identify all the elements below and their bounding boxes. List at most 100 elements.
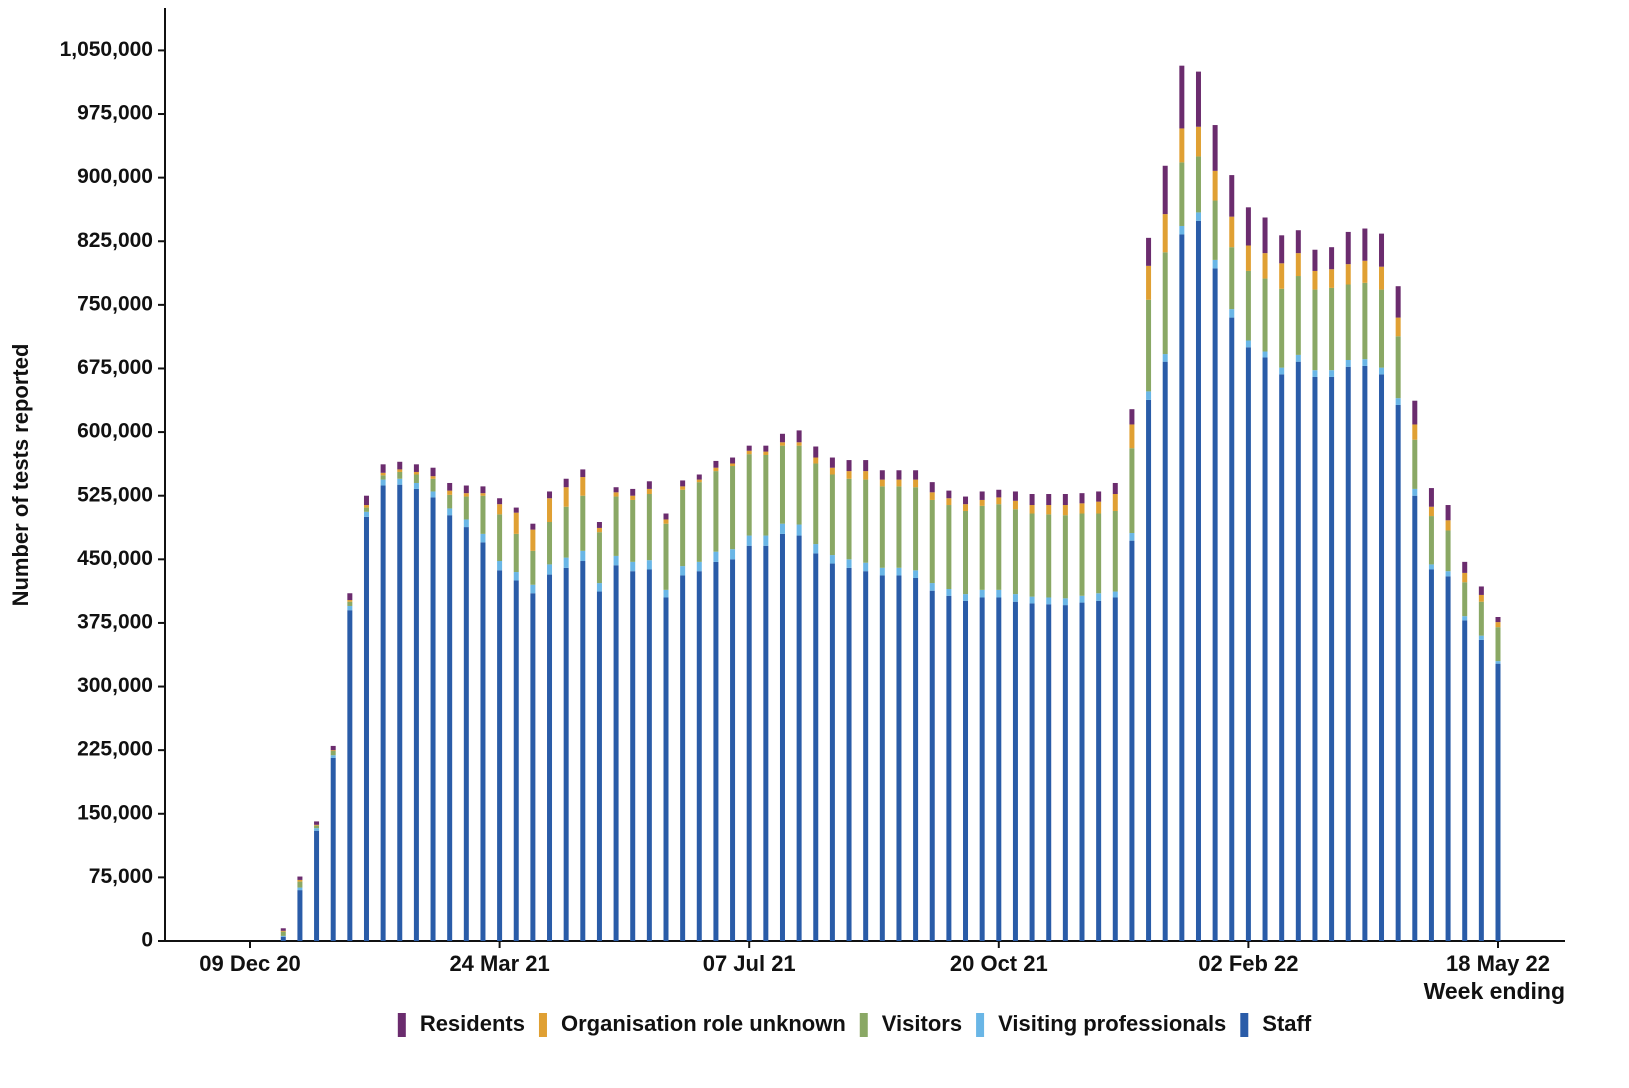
bar-segment — [680, 575, 686, 941]
bar-segment — [1179, 128, 1185, 163]
bar-segment — [397, 461, 403, 470]
bar-segment — [696, 482, 702, 562]
bar-segment — [1146, 265, 1152, 300]
bar-segment — [680, 480, 686, 487]
bar-segment — [497, 504, 503, 515]
bar-segment — [813, 544, 819, 554]
bar-segment — [713, 467, 719, 472]
bar-segment — [497, 561, 503, 571]
bar-segment — [763, 451, 769, 455]
bar-segment — [1295, 230, 1301, 254]
bar-segment — [1345, 284, 1351, 360]
bar-segment — [413, 464, 419, 472]
bar-segment — [380, 475, 386, 480]
bar-segment — [1312, 370, 1318, 377]
x-tick-label: 09 Dec 20 — [199, 951, 301, 976]
bar-segment — [1445, 576, 1451, 941]
bar-segment — [1362, 260, 1368, 283]
bar-segment — [563, 567, 569, 941]
bar-segment — [896, 470, 902, 480]
bar-segment — [447, 508, 453, 516]
bar-segment — [596, 591, 602, 941]
bar-segment — [1162, 354, 1168, 362]
bar-segment — [1462, 582, 1468, 617]
y-tick-label: 450,000 — [77, 547, 153, 570]
bar-segment — [1229, 309, 1235, 318]
bar-segment — [1212, 170, 1218, 201]
bar-segment — [979, 597, 985, 941]
y-tick-label: 150,000 — [77, 801, 153, 824]
bar-segment — [513, 572, 519, 581]
legend-swatch — [976, 1013, 985, 1037]
bar-segment — [813, 457, 819, 464]
bar-segment — [380, 472, 386, 476]
bar-segment — [1478, 594, 1484, 602]
bar-segment — [1395, 398, 1401, 405]
bar-segment — [646, 494, 652, 561]
bar-segment — [1245, 340, 1251, 348]
bar-segment — [1062, 494, 1068, 506]
bar-segment — [763, 545, 769, 941]
x-axis-label: Week ending — [1424, 978, 1565, 1004]
bar-segment — [663, 519, 669, 524]
bar-segment — [1345, 366, 1351, 942]
bar-segment — [1062, 605, 1068, 941]
bar-segment — [730, 463, 736, 467]
bar-segment — [447, 515, 453, 941]
bar-segment — [1362, 282, 1368, 360]
bar-segment — [1079, 602, 1085, 941]
bar-segment — [829, 563, 835, 941]
bar-segment — [430, 478, 436, 492]
bar-segment — [513, 533, 519, 573]
bar-segment — [646, 560, 652, 570]
bar-segment — [963, 510, 969, 595]
bar-segment — [730, 466, 736, 550]
bar-segment — [596, 527, 602, 533]
bar-segment — [563, 487, 569, 507]
bar-segment — [1112, 482, 1118, 495]
bar-segment — [1295, 361, 1301, 942]
y-axis-label: Number of tests reported — [8, 344, 33, 607]
bar-segment — [547, 564, 553, 575]
bar-segment — [680, 566, 686, 576]
bar-segment — [1495, 616, 1501, 623]
bar-segment — [347, 593, 353, 601]
bar-segment — [779, 442, 785, 446]
bar-segment — [1195, 212, 1201, 221]
bar-segment — [1312, 289, 1318, 371]
bar-segment — [314, 828, 320, 831]
bar-segment — [846, 567, 852, 941]
bar-segment — [696, 479, 702, 483]
bar-segment — [363, 505, 369, 508]
bar-segment — [1212, 125, 1218, 171]
bar-segment — [1112, 597, 1118, 941]
bar-segment — [1212, 200, 1218, 260]
bar-segment — [829, 467, 835, 475]
x-tick-label: 07 Jul 21 — [703, 951, 796, 976]
bar-segment — [280, 928, 286, 931]
bar-segment — [347, 610, 353, 941]
bar-segment — [630, 499, 636, 562]
bar-segment — [1012, 509, 1018, 595]
bar-segment — [913, 487, 919, 571]
bar-segment — [280, 935, 286, 937]
bar-segment — [1395, 336, 1401, 399]
bar-segment — [963, 600, 969, 941]
y-tick-label: 525,000 — [77, 483, 153, 506]
bar-segment — [547, 574, 553, 941]
bar-segment — [1379, 289, 1385, 368]
bar-segment — [1462, 561, 1468, 573]
bar-segment — [1329, 370, 1335, 377]
y-tick-label: 975,000 — [77, 102, 153, 125]
bar-segment — [613, 555, 619, 566]
bar-segment — [863, 471, 869, 480]
bar-segment — [1412, 495, 1418, 941]
bar-segment — [1129, 424, 1135, 449]
bar-segment — [497, 498, 503, 505]
bar-segment — [746, 535, 752, 546]
bar-segment — [330, 757, 336, 941]
bar-segment — [796, 442, 802, 446]
bar-segment — [1279, 263, 1285, 289]
bar-segment — [1062, 598, 1068, 606]
y-tick-label: 675,000 — [77, 356, 153, 379]
